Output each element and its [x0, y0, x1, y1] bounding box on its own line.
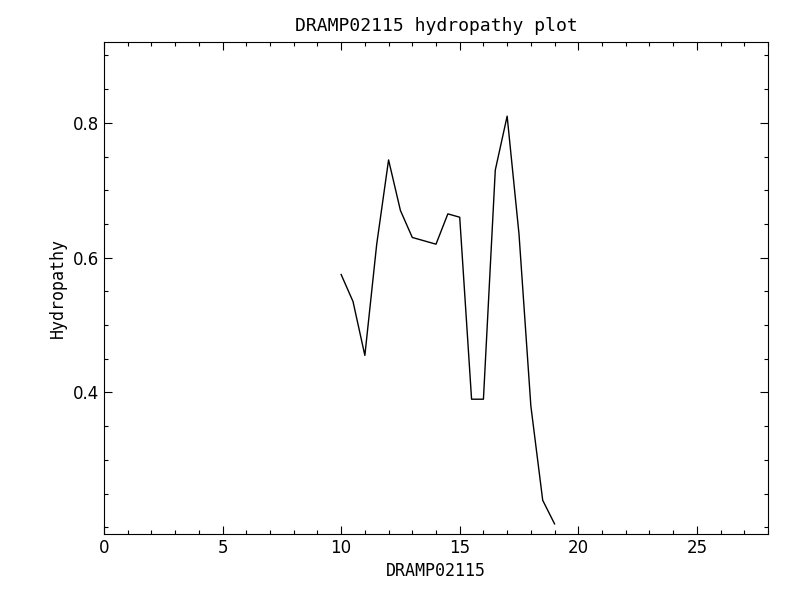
- Y-axis label: Hydropathy: Hydropathy: [50, 238, 67, 338]
- Title: DRAMP02115 hydropathy plot: DRAMP02115 hydropathy plot: [294, 17, 578, 35]
- X-axis label: DRAMP02115: DRAMP02115: [386, 562, 486, 580]
